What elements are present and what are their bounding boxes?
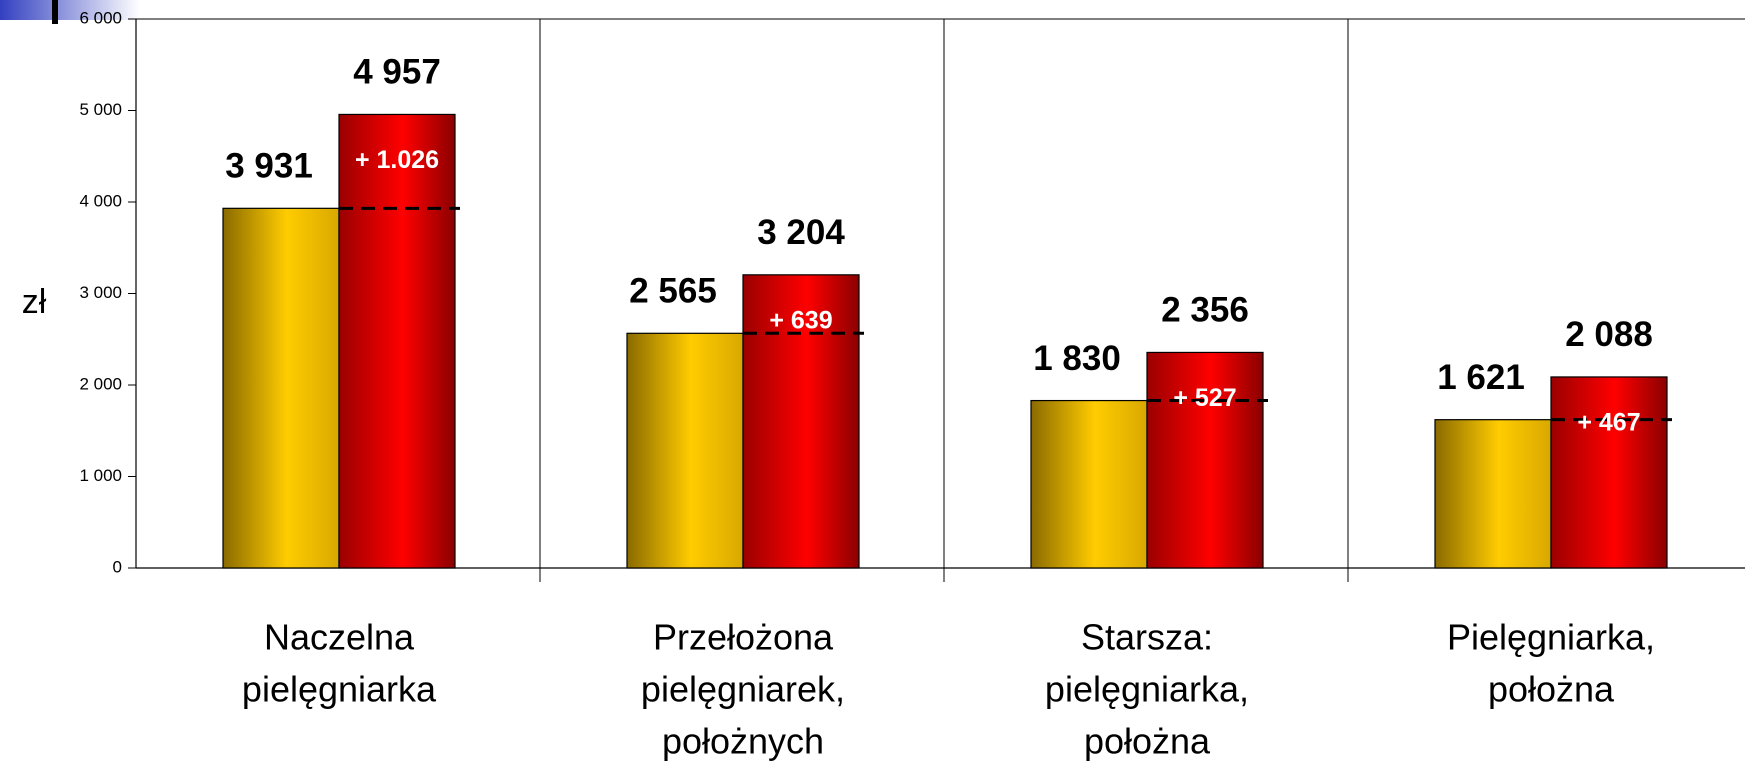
value-label: 1 621 (1437, 358, 1525, 397)
y-axis-label: zł (22, 283, 47, 321)
x-tick-label: Pielęgniarka, (1447, 617, 1655, 658)
difference-label: + 467 (1577, 409, 1640, 437)
x-tick-label: Naczelna (264, 617, 415, 658)
bar (1550, 376, 1668, 569)
value-label: 2 565 (629, 272, 717, 311)
x-tick-label: Starsza: (1081, 617, 1213, 658)
bar (742, 274, 860, 569)
y-tick-label: 6 000 (79, 8, 122, 27)
y-tick-label: 3 000 (79, 283, 122, 302)
x-tick-label: położna (1488, 669, 1615, 710)
y-tick-label: 4 000 (79, 191, 122, 210)
value-label: 3 204 (757, 213, 845, 252)
bar (1146, 351, 1264, 569)
bar (626, 332, 744, 569)
y-tick-label: 1 000 (79, 466, 122, 485)
x-tick-label: położnych (662, 721, 824, 762)
value-label: 3 931 (225, 147, 313, 186)
value-label: 2 088 (1565, 315, 1653, 354)
difference-label: + 527 (1173, 384, 1236, 412)
x-tick-label: położna (1084, 721, 1211, 762)
bar (338, 113, 456, 569)
x-tick-label: pielęgniarek, (641, 669, 845, 710)
value-label: 4 957 (353, 53, 441, 92)
value-label: 1 830 (1033, 339, 1121, 378)
bar (1434, 419, 1552, 569)
difference-label: + 639 (769, 306, 832, 334)
logo-decoration (0, 0, 140, 20)
x-tick-label: pielęgniarka (242, 669, 437, 710)
x-tick-label: pielęgniarka, (1045, 669, 1249, 710)
difference-label: + 1.026 (355, 146, 439, 174)
x-tick-label: Przełożona (653, 617, 834, 658)
value-label: 2 356 (1161, 291, 1249, 330)
logo-decoration (52, 0, 58, 24)
y-tick-label: 2 000 (79, 374, 122, 393)
bar (222, 207, 340, 569)
bar (1030, 399, 1148, 569)
y-tick-label: 5 000 (79, 100, 122, 119)
y-tick-label: 0 (113, 557, 122, 576)
